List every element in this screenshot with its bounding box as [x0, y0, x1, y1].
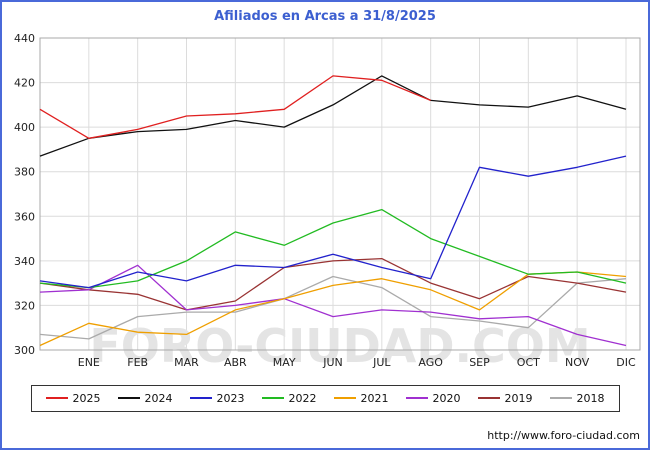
- legend-item-2022: 2022: [261, 391, 317, 405]
- legend-label: 2023: [216, 391, 245, 405]
- series-2022-line: [39, 208, 627, 289]
- legend-label: 2024: [144, 391, 173, 405]
- x-tick-label: OCT: [517, 356, 540, 369]
- legend-item-2021: 2021: [333, 391, 389, 405]
- y-tick-label: 440: [14, 32, 35, 45]
- series-2024-line: [39, 75, 627, 157]
- watermark: FORO-CIUDAD.COM: [89, 319, 590, 373]
- x-tick-label: AGO: [418, 356, 443, 369]
- x-tick-label: JUN: [322, 356, 343, 369]
- x-tick-label: MAR: [174, 356, 199, 369]
- x-tick-label: SEP: [469, 356, 490, 369]
- series-2025-line: [39, 75, 431, 139]
- x-tick-label: JUL: [372, 356, 391, 369]
- legend-row: 2025 2024 2023 2022 2021 2020 2019 2018: [2, 384, 648, 412]
- series-2023-line: [39, 155, 627, 289]
- legend-swatch-2024: [117, 397, 140, 399]
- chart-title: Afiliados en Arcas a 31/8/2025: [214, 9, 436, 24]
- y-tick-label: 380: [14, 166, 35, 179]
- y-tick-label: 420: [14, 77, 35, 90]
- legend-label: 2022: [288, 391, 317, 405]
- legend-swatch-2019: [477, 397, 500, 399]
- series-2018-line: [39, 275, 627, 340]
- x-tick-label: NOV: [565, 356, 590, 369]
- footer-url: http://www.foro-ciudad.com: [487, 429, 640, 442]
- legend-swatch-2020: [405, 397, 428, 399]
- legend-item-2018: 2018: [549, 391, 605, 405]
- legend-item-2025: 2025: [45, 391, 101, 405]
- legend: 2025 2024 2023 2022 2021 2020 2019 2018: [30, 384, 620, 412]
- y-tick-label: 400: [14, 121, 35, 134]
- line-chart: FORO-CIUDAD.COM 300 320 340 360 380 400 420 440 E…: [14, 32, 641, 373]
- legend-swatch-2021: [333, 397, 356, 399]
- x-tick-label: DIC: [616, 356, 636, 369]
- plot-border: [39, 37, 641, 351]
- legend-label: 2025: [72, 391, 101, 405]
- legend-item-2024: 2024: [117, 391, 173, 405]
- series-2020-line: [39, 264, 627, 347]
- x-tick-label: ENE: [78, 356, 100, 369]
- plot-background: [40, 38, 640, 350]
- x-tick-label: FEB: [127, 356, 148, 369]
- legend-label: 2021: [360, 391, 389, 405]
- series-2019-line: [39, 257, 627, 311]
- legend-label: 2020: [432, 391, 461, 405]
- legend-swatch-2025: [45, 397, 68, 399]
- y-tick-label: 320: [14, 299, 35, 312]
- legend-swatch-2018: [549, 397, 572, 399]
- legend-item-2020: 2020: [405, 391, 461, 405]
- legend-item-2023: 2023: [189, 391, 245, 405]
- y-tick-label: 360: [14, 210, 35, 223]
- legend-label: 2018: [576, 391, 605, 405]
- legend-swatch-2022: [261, 397, 284, 399]
- x-tick-label: MAY: [273, 356, 296, 369]
- y-tick-label: 340: [14, 255, 35, 268]
- y-tick-label: 300: [14, 344, 35, 357]
- legend-swatch-2023: [189, 397, 212, 399]
- legend-item-2019: 2019: [477, 391, 533, 405]
- legend-label: 2019: [504, 391, 533, 405]
- x-tick-label: ABR: [224, 356, 247, 369]
